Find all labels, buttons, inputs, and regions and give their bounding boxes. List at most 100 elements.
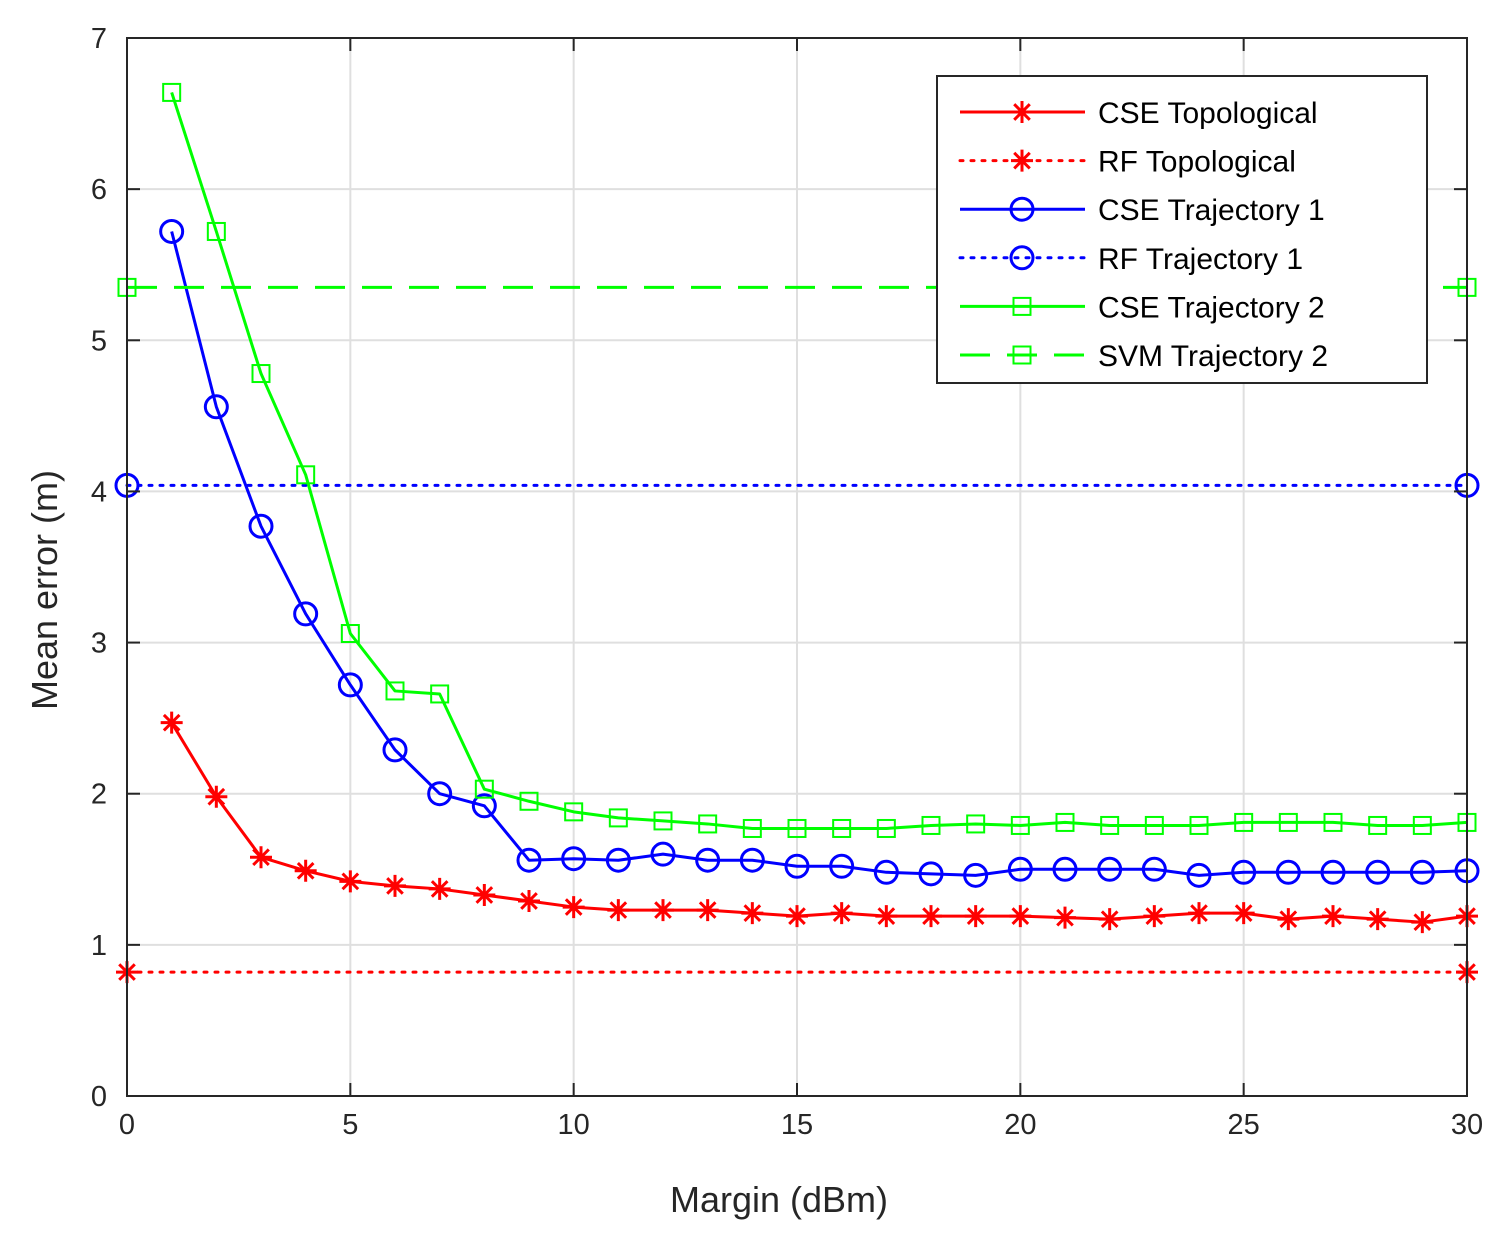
data-point-cse-trajectory-2 [653, 811, 673, 831]
data-point-cse-trajectory-1 [784, 853, 810, 879]
data-point-cse-topological [1366, 908, 1389, 931]
data-point-cse-topological [1411, 911, 1434, 934]
data-point-cse-trajectory-1 [1320, 859, 1346, 885]
series-group [114, 82, 1480, 984]
data-point-cse-topological [518, 890, 540, 913]
x-tick-label: 0 [119, 1109, 135, 1141]
legend-marker-cse-topological [1011, 101, 1033, 123]
data-point-cse-trajectory-2 [474, 779, 494, 799]
data-point-cse-topological [562, 896, 585, 919]
data-point-cse-trajectory-2 [296, 465, 316, 485]
series-line-cse-trajectory-1 [170, 231, 1468, 877]
data-point-cse-trajectory-2 [1100, 815, 1120, 835]
y-axis-label: Mean error (m) [24, 470, 65, 710]
data-point-cse-trajectory-1 [695, 847, 721, 873]
data-point-cse-trajectory-2 [430, 684, 450, 704]
data-point-cse-trajectory-2 [1412, 815, 1432, 835]
data-point-cse-topological [830, 902, 853, 925]
data-point-cse-topological [1009, 905, 1032, 928]
data-point-cse-topological [741, 902, 764, 925]
legend-box [936, 75, 1428, 384]
legend-label-cse-trajectory-1: CSE Trajectory 1 [1098, 194, 1325, 227]
data-point-cse-trajectory-2 [519, 791, 539, 811]
data-point-cse-trajectory-2 [832, 818, 852, 838]
data-point-cse-trajectory-2 [206, 221, 226, 241]
data-point-cse-trajectory-2 [385, 681, 405, 701]
x-tick-label: 15 [781, 1109, 813, 1141]
y-tick-label: 3 [91, 628, 107, 660]
data-point-cse-topological [1054, 906, 1076, 929]
data-point-cse-topological [964, 905, 987, 928]
data-point-cse-trajectory-2 [1189, 815, 1209, 835]
y-tick-label: 6 [91, 174, 107, 206]
x-axis-label: Margin (dBm) [670, 1179, 888, 1220]
x-tick-label: 20 [1004, 1109, 1036, 1141]
y-tick-label: 4 [91, 476, 107, 508]
data-point-cse-trajectory-1 [159, 218, 185, 244]
data-point-cse-trajectory-1 [739, 847, 765, 873]
data-point-cse-trajectory-1 [471, 793, 497, 819]
data-point-cse-trajectory-1 [1231, 859, 1257, 885]
series-cse-trajectory-2 [162, 82, 1477, 838]
data-point-cse-topological [652, 899, 674, 922]
data-point-cse-trajectory-2 [742, 818, 762, 838]
data-point-cse-topological [875, 905, 898, 928]
legend-marker-svm-trajectory-2 [1012, 345, 1032, 365]
data-point-cse-topological [384, 874, 406, 897]
data-point-cse-trajectory-2 [1278, 812, 1298, 832]
axis-ticks: 0 5 10 15 20 25 30 0 1 2 3 4 5 6 7 [91, 23, 1483, 1141]
data-point-cse-trajectory-2 [1144, 815, 1164, 835]
data-point-cse-trajectory-1 [1409, 859, 1435, 885]
data-point-cse-trajectory-1 [248, 513, 274, 539]
data-point-cse-trajectory-1 [203, 394, 229, 420]
data-point-cse-topological [160, 711, 183, 734]
y-tick-label: 7 [91, 23, 107, 55]
data-point-cse-trajectory-1 [1365, 859, 1391, 885]
data-point-cse-trajectory-2 [1368, 815, 1388, 835]
data-point-cse-trajectory-1 [1007, 856, 1033, 882]
y-tick-label: 5 [91, 325, 107, 357]
y-tick-label: 2 [91, 779, 107, 811]
data-point-cse-trajectory-2 [921, 815, 941, 835]
data-point-cse-topological [294, 859, 317, 882]
data-point-cse-trajectory-2 [698, 814, 718, 834]
data-point-cse-trajectory-2 [1234, 812, 1254, 832]
data-point-cse-topological [1232, 902, 1255, 925]
data-point-cse-trajectory-1 [1141, 856, 1167, 882]
legend-marker-rf-trajectory-1 [1009, 245, 1035, 271]
legend-label-rf-topological: RF Topological [1098, 146, 1296, 179]
data-point-cse-trajectory-2 [340, 624, 360, 644]
data-point-cse-trajectory-1 [516, 847, 542, 873]
data-point-cse-topological [473, 883, 496, 906]
x-tick-label: 10 [558, 1109, 590, 1141]
data-point-cse-trajectory-2 [876, 818, 896, 838]
data-point-cse-topological [1188, 902, 1210, 925]
data-point-cse-trajectory-1 [829, 853, 855, 879]
x-tick-label: 30 [1451, 1109, 1483, 1141]
data-point-cse-trajectory-1 [561, 846, 587, 872]
data-point-cse-trajectory-1 [1186, 862, 1212, 888]
data-point-cse-trajectory-1 [650, 841, 676, 867]
data-point-cse-topological [205, 785, 228, 808]
data-point-cse-topological [1098, 908, 1121, 931]
series-cse-topological [160, 711, 1478, 934]
data-point-cse-trajectory-2 [1010, 815, 1030, 835]
data-point-cse-topological [1277, 908, 1300, 931]
data-point-cse-topological [339, 870, 362, 893]
data-point-cse-topological [920, 905, 942, 928]
data-point-cse-trajectory-2 [1323, 812, 1343, 832]
legend-marker-cse-trajectory-1 [1009, 196, 1035, 222]
data-point-cse-trajectory-2 [966, 814, 986, 834]
data-point-cse-trajectory-2 [787, 818, 807, 838]
data-point-cse-trajectory-1 [918, 861, 944, 887]
data-point-cse-trajectory-1 [1097, 856, 1123, 882]
data-point-cse-topological [1143, 905, 1166, 928]
data-point-cse-topological [696, 899, 719, 922]
data-point-cse-trajectory-1 [873, 859, 899, 885]
legend-marker-rf-topological [1011, 149, 1033, 172]
legend-marker-cse-trajectory-2 [1012, 296, 1032, 316]
data-point-cse-trajectory-1 [382, 737, 408, 763]
legend-label-svm-trajectory-2: SVM Trajectory 2 [1098, 340, 1328, 373]
data-point-cse-trajectory-1 [337, 672, 363, 698]
